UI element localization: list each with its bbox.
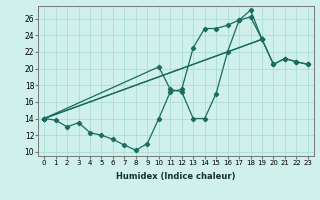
X-axis label: Humidex (Indice chaleur): Humidex (Indice chaleur) <box>116 172 236 181</box>
